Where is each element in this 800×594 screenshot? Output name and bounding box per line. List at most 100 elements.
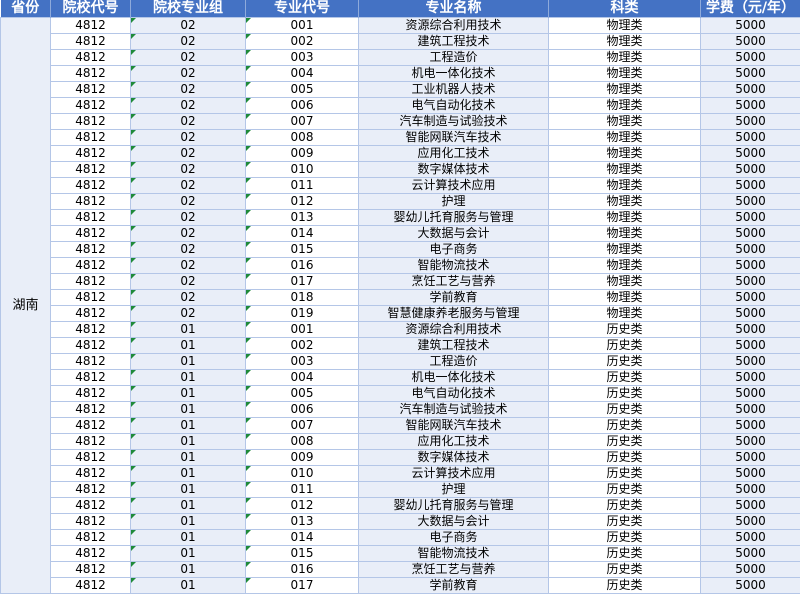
category-cell[interactable]: 物理类 [548, 161, 701, 178]
school-code-cell[interactable]: 4812 [50, 369, 131, 386]
header-major-code[interactable]: 专业代号 [245, 0, 359, 18]
tuition-cell[interactable]: 5000 [700, 513, 800, 530]
category-cell[interactable]: 历史类 [548, 369, 701, 386]
school-code-cell[interactable]: 4812 [50, 385, 131, 402]
major-name-cell[interactable]: 智能网联汽车技术 [358, 129, 549, 146]
category-cell[interactable]: 历史类 [548, 561, 701, 578]
major-name-cell[interactable]: 资源综合利用技术 [358, 321, 549, 338]
category-cell[interactable]: 历史类 [548, 433, 701, 450]
category-cell[interactable]: 物理类 [548, 225, 701, 242]
major-code-cell[interactable]: 015 [245, 241, 359, 258]
category-cell[interactable]: 物理类 [548, 145, 701, 162]
major-code-cell[interactable]: 005 [245, 385, 359, 402]
category-cell[interactable]: 物理类 [548, 65, 701, 82]
major-code-cell[interactable]: 019 [245, 305, 359, 322]
category-cell[interactable]: 物理类 [548, 129, 701, 146]
major-code-cell[interactable]: 013 [245, 513, 359, 530]
major-code-cell[interactable]: 012 [245, 193, 359, 210]
major-code-cell[interactable]: 010 [245, 161, 359, 178]
category-cell[interactable]: 历史类 [548, 321, 701, 338]
major-name-cell[interactable]: 云计算技术应用 [358, 465, 549, 482]
major-name-cell[interactable]: 大数据与会计 [358, 225, 549, 242]
major-code-cell[interactable]: 005 [245, 81, 359, 98]
tuition-cell[interactable]: 5000 [700, 225, 800, 242]
category-cell[interactable]: 历史类 [548, 481, 701, 498]
school-code-cell[interactable]: 4812 [50, 241, 131, 258]
school-code-cell[interactable]: 4812 [50, 545, 131, 562]
major-group-cell[interactable]: 01 [130, 433, 246, 450]
category-cell[interactable]: 历史类 [548, 417, 701, 434]
major-name-cell[interactable]: 智能物流技术 [358, 257, 549, 274]
major-name-cell[interactable]: 机电一体化技术 [358, 369, 549, 386]
school-code-cell[interactable]: 4812 [50, 417, 131, 434]
major-name-cell[interactable]: 工程造价 [358, 49, 549, 66]
major-group-cell[interactable]: 01 [130, 369, 246, 386]
category-cell[interactable]: 物理类 [548, 305, 701, 322]
school-code-cell[interactable]: 4812 [50, 497, 131, 514]
major-code-cell[interactable]: 014 [245, 529, 359, 546]
major-name-cell[interactable]: 建筑工程技术 [358, 337, 549, 354]
school-code-cell[interactable]: 4812 [50, 161, 131, 178]
major-code-cell[interactable]: 011 [245, 177, 359, 194]
school-code-cell[interactable]: 4812 [50, 321, 131, 338]
school-code-cell[interactable]: 4812 [50, 113, 131, 130]
tuition-cell[interactable]: 5000 [700, 241, 800, 258]
school-code-cell[interactable]: 4812 [50, 513, 131, 530]
major-code-cell[interactable]: 007 [245, 417, 359, 434]
school-code-cell[interactable]: 4812 [50, 193, 131, 210]
school-code-cell[interactable]: 4812 [50, 529, 131, 546]
tuition-cell[interactable]: 5000 [700, 353, 800, 370]
tuition-cell[interactable]: 5000 [700, 113, 800, 130]
school-code-cell[interactable]: 4812 [50, 273, 131, 290]
school-code-cell[interactable]: 4812 [50, 289, 131, 306]
major-group-cell[interactable]: 01 [130, 545, 246, 562]
major-code-cell[interactable]: 011 [245, 481, 359, 498]
tuition-cell[interactable]: 5000 [700, 161, 800, 178]
major-name-cell[interactable]: 大数据与会计 [358, 513, 549, 530]
header-major-name[interactable]: 专业名称 [358, 0, 549, 18]
school-code-cell[interactable]: 4812 [50, 337, 131, 354]
school-code-cell[interactable]: 4812 [50, 145, 131, 162]
major-code-cell[interactable]: 016 [245, 561, 359, 578]
major-code-cell[interactable]: 003 [245, 49, 359, 66]
tuition-cell[interactable]: 5000 [700, 193, 800, 210]
tuition-cell[interactable]: 5000 [700, 545, 800, 562]
major-group-cell[interactable]: 01 [130, 497, 246, 514]
major-name-cell[interactable]: 工业机器人技术 [358, 81, 549, 98]
tuition-cell[interactable]: 5000 [700, 289, 800, 306]
major-name-cell[interactable]: 资源综合利用技术 [358, 17, 549, 34]
major-code-cell[interactable]: 015 [245, 545, 359, 562]
header-tuition[interactable]: 学费（元/年） [700, 0, 800, 18]
school-code-cell[interactable]: 4812 [50, 257, 131, 274]
category-cell[interactable]: 物理类 [548, 97, 701, 114]
category-cell[interactable]: 物理类 [548, 257, 701, 274]
tuition-cell[interactable]: 5000 [700, 49, 800, 66]
major-name-cell[interactable]: 学前教育 [358, 577, 549, 594]
major-name-cell[interactable]: 建筑工程技术 [358, 33, 549, 50]
category-cell[interactable]: 物理类 [548, 81, 701, 98]
tuition-cell[interactable]: 5000 [700, 401, 800, 418]
major-name-cell[interactable]: 婴幼儿托育服务与管理 [358, 209, 549, 226]
major-name-cell[interactable]: 汽车制造与试验技术 [358, 401, 549, 418]
major-group-cell[interactable]: 02 [130, 65, 246, 82]
major-name-cell[interactable]: 应用化工技术 [358, 433, 549, 450]
major-group-cell[interactable]: 01 [130, 513, 246, 530]
major-code-cell[interactable]: 017 [245, 273, 359, 290]
major-code-cell[interactable]: 018 [245, 289, 359, 306]
major-code-cell[interactable]: 002 [245, 337, 359, 354]
major-group-cell[interactable]: 01 [130, 385, 246, 402]
major-group-cell[interactable]: 01 [130, 417, 246, 434]
tuition-cell[interactable]: 5000 [700, 305, 800, 322]
major-name-cell[interactable]: 婴幼儿托育服务与管理 [358, 497, 549, 514]
tuition-cell[interactable]: 5000 [700, 145, 800, 162]
major-code-cell[interactable]: 001 [245, 17, 359, 34]
tuition-cell[interactable]: 5000 [700, 529, 800, 546]
major-group-cell[interactable]: 02 [130, 33, 246, 50]
tuition-cell[interactable]: 5000 [700, 561, 800, 578]
tuition-cell[interactable]: 5000 [700, 177, 800, 194]
major-code-cell[interactable]: 016 [245, 257, 359, 274]
major-name-cell[interactable]: 机电一体化技术 [358, 65, 549, 82]
tuition-cell[interactable]: 5000 [700, 257, 800, 274]
tuition-cell[interactable]: 5000 [700, 337, 800, 354]
school-code-cell[interactable]: 4812 [50, 49, 131, 66]
